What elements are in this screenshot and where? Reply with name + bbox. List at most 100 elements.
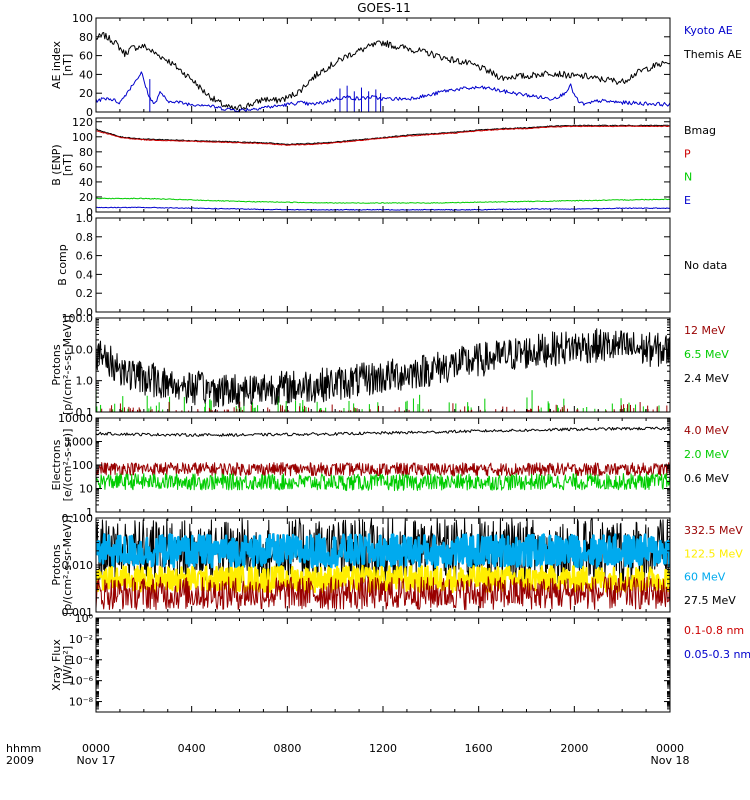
series-line-ae-kyoto-ae	[96, 71, 670, 112]
chart-title: GOES-11	[357, 1, 411, 15]
y-axis-label-ae: [nT]	[61, 54, 74, 76]
legend-entry-protons: 6.5 MeV	[684, 348, 729, 361]
y-tick-label: 0.001	[62, 606, 94, 619]
panel-b: 0 20 40 60 80 100 120 B (ENP)[nT] Bmag PNE	[50, 116, 716, 219]
panel-bcomp: 0.0 0.2 0.4 0.6 0.8 1.0 B comp No data	[56, 212, 727, 319]
time-tick-label: 0000	[656, 742, 684, 755]
y-tick-label: 60	[79, 161, 93, 174]
y-tick-label: 40	[79, 176, 93, 189]
series-line-b-bmag	[96, 124, 670, 146]
panel-protons: 0.1 1.0 10.0 100.0 Protons[p/(cm²-s-sr-MeV)]…	[50, 312, 729, 419]
y-axis-label-xray: [W/m²]	[61, 646, 74, 684]
series-line-hiprotons-60-mev	[96, 533, 670, 569]
legend-entry-b: Bmag	[684, 124, 716, 137]
panel-frame-bcomp	[95, 217, 671, 313]
y-tick-label: 0.8	[76, 231, 94, 244]
time-axis-label-year: 2009	[6, 754, 34, 767]
series-line-hiprotons-122-5-mev	[96, 564, 670, 594]
legend-entry-ae: Themis AE	[683, 48, 742, 61]
panel-frame-xray	[95, 617, 671, 713]
y-axis-label-xray: Xray Flux	[50, 639, 63, 691]
panel-ae: 0 20 40 60 80 100 AE index[nT] Kyoto AE Themis A…	[50, 12, 742, 119]
y-axis-label-electrons: Electrons	[50, 439, 63, 490]
legend-entry-bcomp: No data	[684, 259, 727, 272]
date-label-end: Nov 18	[651, 754, 690, 767]
legend-entry-xray: 0.1-0.8 nm	[684, 624, 744, 637]
legend-entry-b: E	[684, 194, 691, 207]
y-tick-label: 0.1	[76, 406, 94, 419]
y-tick-label: 100	[72, 459, 93, 472]
series-line-b-n	[96, 197, 670, 204]
legend-entry-hiprotons: 60 MeV	[684, 571, 726, 584]
y-axis-label-hiprotons: Protons	[50, 544, 63, 585]
series-line-hiprotons-332-5-mev	[96, 576, 670, 611]
y-tick-label: 0.0	[76, 306, 94, 319]
y-tick-label: 1.0	[76, 375, 94, 388]
y-tick-label: 1000	[65, 436, 93, 449]
y-tick-label: 60	[79, 50, 93, 63]
legend-entry-electrons: 4.0 MeV	[684, 424, 729, 437]
time-tick-label: 0400	[178, 742, 206, 755]
legend-entry-b: N	[684, 171, 692, 184]
y-tick-label: 40	[79, 68, 93, 81]
y-tick-label: 120	[72, 116, 93, 129]
series-line-protons-2-4-mev	[96, 328, 670, 408]
y-axis-label-hiprotons: [p/(cm²-s-sr-MeV)]	[61, 515, 74, 615]
y-tick-label: 100.0	[62, 312, 94, 325]
legend-entry-xray: 0.05-0.3 nm	[684, 648, 750, 661]
y-tick-label: 10⁻²	[69, 633, 93, 646]
floor-spikes-protons-0	[96, 389, 660, 412]
time-tick-label: 1600	[465, 742, 493, 755]
plot-area-ae	[96, 32, 670, 112]
y-tick-label: 80	[79, 146, 93, 159]
y-tick-label: 100	[72, 131, 93, 144]
y-tick-label: 10000	[58, 412, 93, 425]
y-axis-label-b: [nT]	[61, 154, 74, 176]
legend-entry-hiprotons: 332.5 MeV	[684, 524, 743, 537]
legend-entry-protons: 2.4 MeV	[684, 372, 729, 385]
legend-entry-electrons: 2.0 MeV	[684, 448, 729, 461]
y-axis-label-bcomp: B comp	[56, 244, 69, 286]
plot-area-hiprotons	[96, 518, 670, 611]
y-axis-label-b: B (ENP)	[50, 144, 63, 185]
y-tick-label: 0.010	[62, 559, 94, 572]
floor-spikes-protons-1	[101, 401, 668, 412]
y-axis-label-protons: [p/(cm²-s-sr-MeV)]	[61, 315, 74, 415]
panel-frame-protons	[95, 317, 671, 413]
y-tick-label: 0.2	[76, 287, 94, 300]
y-tick-label: 20	[79, 191, 93, 204]
legend-entry-ae: Kyoto AE	[684, 24, 733, 37]
plot-area-b	[96, 124, 670, 211]
y-tick-label: 10⁻⁸	[69, 696, 94, 709]
time-tick-labels: 0000 0400 0800 1200 1600 2000 0000	[82, 742, 684, 755]
y-tick-label: 10	[79, 483, 93, 496]
y-tick-label: 1.0	[76, 212, 94, 225]
time-tick-label: 2000	[560, 742, 588, 755]
y-axis-label-protons: Protons	[50, 344, 63, 385]
panel-hiprotons: 0.001 0.010 0.100 Protons[p/(cm²-s-sr-MeV)]…	[50, 512, 743, 619]
y-tick-label: 10⁻⁴	[69, 654, 94, 667]
time-tick-label: 0000	[82, 742, 110, 755]
y-tick-label: 10.0	[69, 343, 94, 356]
series-line-ae-themis-ae	[96, 32, 670, 110]
y-axis-label-ae: AE index	[50, 40, 63, 89]
y-tick-label: 100	[72, 12, 93, 25]
legend-entry-hiprotons: 27.5 MeV	[684, 594, 736, 607]
y-tick-label: 0.6	[76, 250, 94, 263]
series-line-electrons-4-0-mev	[96, 462, 670, 477]
y-tick-label: 1	[86, 506, 93, 519]
date-label-start: Nov 17	[77, 754, 116, 767]
legend-entry-hiprotons: 122.5 MeV	[684, 547, 743, 560]
time-tick-label: 0800	[273, 742, 301, 755]
y-tick-label: 20	[79, 87, 93, 100]
series-line-b-p	[96, 125, 670, 146]
y-tick-label: 0.100	[62, 512, 94, 525]
time-axis-label-hhmm: hhmm	[6, 742, 41, 755]
y-tick-label: 0	[86, 206, 93, 219]
series-line-electrons-2-0-mev	[96, 472, 670, 492]
time-tick-label: 1200	[369, 742, 397, 755]
time-axis: hhmm 2009 Nov 17 Nov 18 0000 0400 0800 1200…	[6, 742, 689, 767]
y-axis-label-electrons: [e/(cm²-s-sr)]	[61, 429, 74, 502]
y-tick-label: 10⁰	[75, 612, 94, 625]
